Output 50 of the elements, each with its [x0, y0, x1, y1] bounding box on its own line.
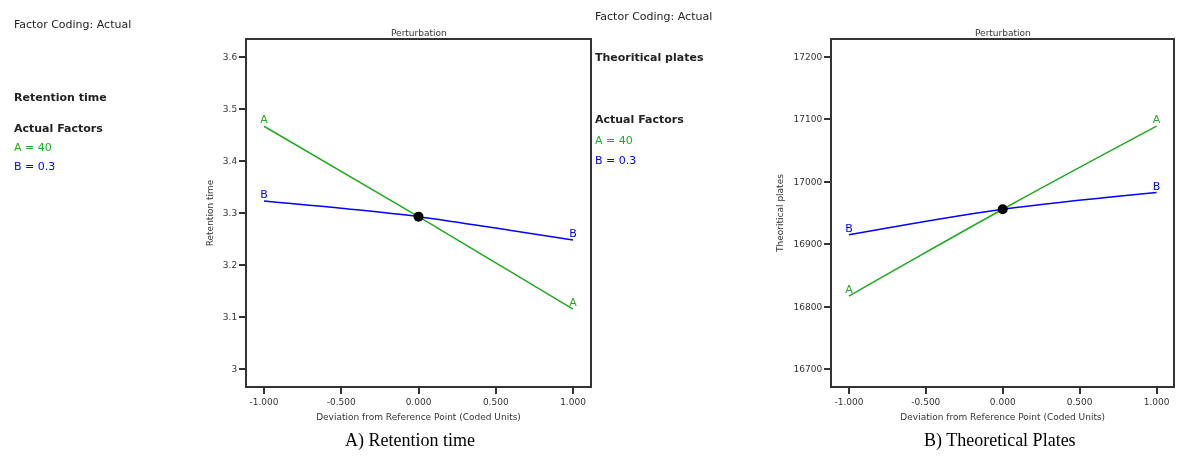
text: B = 0.3 [595, 154, 637, 167]
series-label: B [1152, 179, 1161, 193]
y-tick-label: 3.1 [222, 312, 238, 323]
text: Theoritical plates [595, 51, 704, 64]
x-tick-label: 0.500 [482, 396, 509, 407]
series-label: A [1152, 113, 1161, 127]
x-tick-label: -0.500 [326, 396, 357, 407]
chart-title: Perturbation [391, 28, 447, 38]
text: B) Theoretical Plates [924, 430, 1076, 451]
y-tick-label: 16700 [793, 364, 823, 375]
text: A) Retention time [345, 430, 475, 451]
text: A = 40 [595, 134, 633, 147]
x-tick-label: 0.500 [1066, 396, 1093, 407]
chart-title: Perturbation [975, 28, 1031, 38]
y-tick-label: 16900 [793, 239, 823, 250]
text: Retention time [14, 91, 107, 104]
text: B [569, 227, 577, 241]
y-tick-label: 17200 [793, 52, 823, 63]
y-tick-label: 3.3 [222, 208, 238, 219]
text: Factor Coding: Actual [595, 10, 713, 23]
x-axis-title: Deviation from Reference Point (Coded Units) [900, 412, 1106, 423]
y-axis-title: Retention time [204, 179, 215, 247]
series-label: B [260, 188, 268, 202]
y-axis-title: Theoritical plates [775, 173, 786, 253]
y-tick-label: 3.4 [222, 156, 238, 167]
text: Actual Factors [14, 122, 104, 135]
y-tick-label: 17100 [793, 114, 823, 125]
y-tick-label: 3.5 [222, 104, 238, 115]
y-tick-label: 3.6 [222, 52, 238, 63]
y-tick-label: 16800 [793, 301, 823, 312]
x-tick-label: -1.000 [834, 396, 864, 407]
text: A [569, 296, 577, 310]
x-tick-label: 0.000 [405, 396, 432, 407]
x-tick-label: -0.500 [911, 396, 941, 407]
line-series [263, 200, 574, 241]
x-tick-label: 1.000 [1143, 396, 1170, 407]
x-axis-title: Deviation from Reference Point (Coded Units) [316, 412, 521, 423]
text: A = 40 [14, 141, 52, 154]
series-label: A [260, 113, 269, 127]
x-tick-label: 0.000 [989, 396, 1016, 407]
text: Actual Factors [595, 113, 685, 126]
y-tick-label: 3 [231, 364, 238, 375]
x-tick-label: -1.000 [249, 396, 279, 407]
text: A [845, 283, 853, 297]
y-tick-label: 17000 [793, 176, 823, 187]
x-tick-label: 1.000 [560, 396, 587, 407]
text: B [845, 222, 853, 236]
y-tick-label: 3.2 [222, 260, 238, 271]
text: Factor Coding: Actual [14, 18, 132, 31]
text: B = 0.3 [14, 160, 56, 173]
